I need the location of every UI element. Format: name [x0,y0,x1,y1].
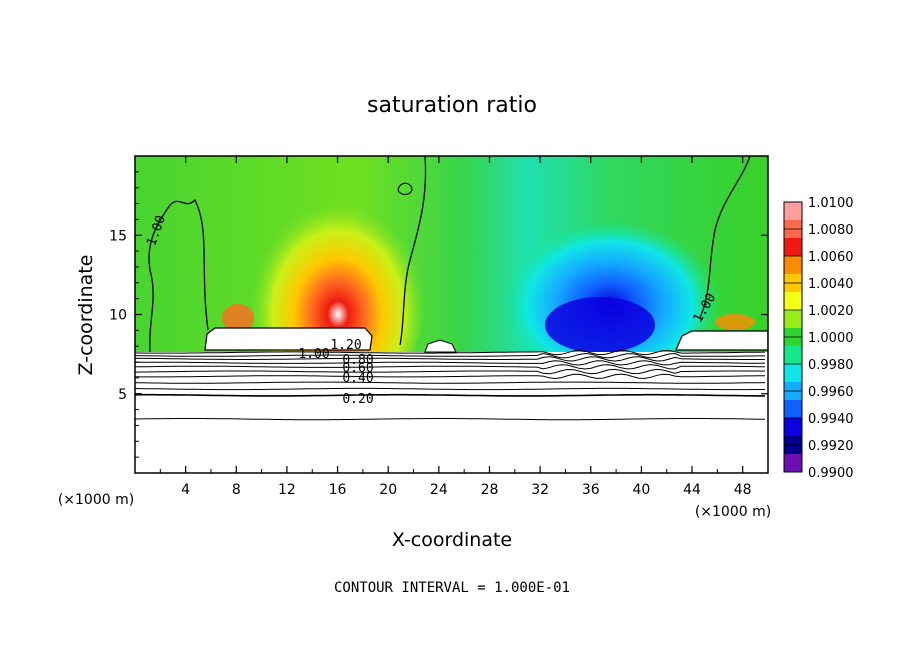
colorbar-swatch [784,418,802,437]
stable-layer-contour-line [135,393,765,397]
contour-line-1-mid [399,156,427,346]
contour-line-1-small [397,182,413,196]
contour-line-1-left [148,198,209,353]
colorbar-swatch [784,310,802,329]
stable-layer-contours [135,349,766,421]
contour-label: 0.60 [342,361,373,376]
x-tick-label: 24 [430,482,448,498]
colorbar-label: 1.0080 [808,223,854,238]
stable-layer-contour-line [135,356,766,362]
stable-layer-contour-line [135,373,765,380]
x-tick-label: 48 [734,482,752,498]
contour-label-group: 1.00 1.00 1.00 1.20 0.80 0.60 0.40 0.20 [144,214,719,407]
x-tick-label: 44 [683,482,701,498]
cloud-base-blob [204,327,373,351]
colorbar-label: 0.9900 [808,466,854,481]
colorbar-label: 0.9920 [808,439,854,454]
warm-right-patch [715,314,755,330]
colorbar-swatch [784,292,802,311]
contour-label: 1.20 [330,338,361,353]
stable-layer-contour-line [135,418,766,421]
contour-label: 0.40 [342,371,373,386]
colorbar-frame [783,201,803,473]
x-unit-left: (×1000 m) [58,492,134,508]
colorbar-label: 1.0060 [808,250,854,265]
stable-layer-contour-line [135,368,766,375]
x-tick-label: 32 [531,482,549,498]
cloud-base-blob-right [675,330,768,351]
colorbar-label: 1.0040 [808,277,854,292]
y-tick-label: 15 [109,228,127,244]
colorbar-label: 0.9980 [808,358,854,373]
contour-interval-note: CONTOUR INTERVAL = 1.000E-01 [334,580,570,596]
colorbar-label: 1.0100 [808,196,854,211]
plot-area [135,156,768,473]
colorbar-label: 0.9940 [808,412,854,427]
y-axis-ticks: 5 10 15 [109,171,768,458]
contour-label: 1.00 [298,347,329,362]
cloud-base-small [424,339,457,353]
x-tick-label: 16 [329,482,347,498]
stable-layer [135,352,768,473]
colorbar-swatch [784,400,802,419]
y-tick-label: 10 [109,308,127,324]
x-tick-label: 36 [582,482,600,498]
x-axis-ticks: 4 8 12 16 20 24 28 32 36 40 44 48 [159,156,752,498]
colorbar-label: 1.0000 [808,331,854,346]
colorbar-swatch [784,454,802,473]
stable-layer-contour-line [135,360,765,366]
x-tick-label: 40 [632,482,650,498]
colorbar-label: 1.0020 [808,304,854,319]
contour-line-1-right [699,156,751,319]
x-tick-label: 28 [481,482,499,498]
colorbar-swatch [784,346,802,365]
subsaturated-core [545,297,655,353]
colorbar-swatch [784,238,802,257]
x-tick-label: 12 [278,482,296,498]
stable-layer-contour-line [135,364,766,370]
stable-layer-contour-line [135,349,766,356]
x-tick-label: 4 [181,482,190,498]
colorbar-swatch [784,202,802,221]
y-axis-label: Z-coordinate [75,255,97,376]
x-unit-right: (×1000 m) [695,504,771,520]
stable-layer-contour-line [135,381,766,384]
x-tick-label: 20 [379,482,397,498]
colorbar-label: 0.9960 [808,385,854,400]
contour-label: 0.20 [342,392,373,407]
warm-left-patch [222,304,254,332]
colorbar-swatch [784,256,802,275]
colorbar-swatch [784,364,802,383]
stable-layer-contour-line [135,387,765,391]
stable-layer-contour-line [135,352,766,359]
x-axis-label: X-coordinate [392,529,512,551]
colorbar: 1.0100 1.0080 1.0060 1.0040 1.0020 1.0000 0.99… [784,196,854,481]
chart-title: saturation ratio [367,93,537,118]
y-tick-label: 5 [118,387,127,403]
contour-label: 0.80 [342,353,373,368]
x-tick-label: 8 [232,482,241,498]
